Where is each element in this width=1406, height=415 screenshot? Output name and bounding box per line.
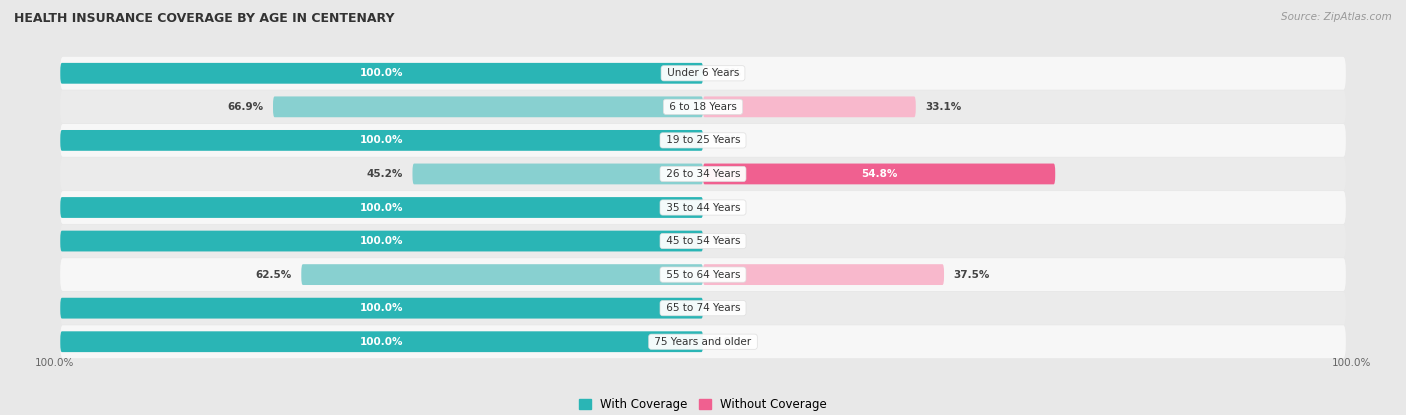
Text: 55 to 64 Years: 55 to 64 Years [662, 270, 744, 280]
Text: 37.5%: 37.5% [953, 270, 990, 280]
Text: 100.0%: 100.0% [360, 236, 404, 246]
Text: 45 to 54 Years: 45 to 54 Years [662, 236, 744, 246]
FancyBboxPatch shape [273, 96, 703, 117]
FancyBboxPatch shape [60, 124, 1346, 157]
FancyBboxPatch shape [60, 63, 703, 84]
Text: 100.0%: 100.0% [35, 357, 75, 368]
Text: 0.0%: 0.0% [713, 337, 741, 347]
FancyBboxPatch shape [60, 225, 1346, 257]
Text: 0.0%: 0.0% [713, 236, 741, 246]
Text: 54.8%: 54.8% [860, 169, 897, 179]
Text: 100.0%: 100.0% [360, 303, 404, 313]
Text: 33.1%: 33.1% [925, 102, 962, 112]
FancyBboxPatch shape [60, 90, 1346, 123]
Text: 35 to 44 Years: 35 to 44 Years [662, 203, 744, 212]
Text: 0.0%: 0.0% [713, 135, 741, 145]
Text: HEALTH INSURANCE COVERAGE BY AGE IN CENTENARY: HEALTH INSURANCE COVERAGE BY AGE IN CENT… [14, 12, 395, 25]
Text: 26 to 34 Years: 26 to 34 Years [662, 169, 744, 179]
FancyBboxPatch shape [301, 264, 703, 285]
Text: 0.0%: 0.0% [713, 68, 741, 78]
Text: 66.9%: 66.9% [228, 102, 263, 112]
Text: 100.0%: 100.0% [1331, 357, 1371, 368]
Text: 100.0%: 100.0% [360, 135, 404, 145]
FancyBboxPatch shape [60, 231, 703, 251]
FancyBboxPatch shape [60, 191, 1346, 224]
Text: 65 to 74 Years: 65 to 74 Years [662, 303, 744, 313]
Text: 100.0%: 100.0% [360, 337, 404, 347]
Text: 45.2%: 45.2% [367, 169, 404, 179]
Text: Under 6 Years: Under 6 Years [664, 68, 742, 78]
Text: 75 Years and older: 75 Years and older [651, 337, 755, 347]
Text: 62.5%: 62.5% [256, 270, 291, 280]
FancyBboxPatch shape [60, 331, 703, 352]
Text: 100.0%: 100.0% [360, 203, 404, 212]
FancyBboxPatch shape [60, 258, 1346, 291]
FancyBboxPatch shape [412, 164, 703, 184]
FancyBboxPatch shape [60, 292, 1346, 325]
FancyBboxPatch shape [703, 264, 943, 285]
Text: 100.0%: 100.0% [360, 68, 404, 78]
Text: 6 to 18 Years: 6 to 18 Years [666, 102, 740, 112]
Text: 19 to 25 Years: 19 to 25 Years [662, 135, 744, 145]
FancyBboxPatch shape [60, 158, 1346, 190]
Legend: With Coverage, Without Coverage: With Coverage, Without Coverage [574, 393, 832, 415]
Text: 0.0%: 0.0% [713, 303, 741, 313]
FancyBboxPatch shape [60, 57, 1346, 90]
FancyBboxPatch shape [703, 96, 915, 117]
FancyBboxPatch shape [60, 325, 1346, 358]
FancyBboxPatch shape [60, 298, 703, 319]
FancyBboxPatch shape [60, 197, 703, 218]
Text: 0.0%: 0.0% [713, 203, 741, 212]
FancyBboxPatch shape [60, 130, 703, 151]
Text: Source: ZipAtlas.com: Source: ZipAtlas.com [1281, 12, 1392, 22]
FancyBboxPatch shape [703, 164, 1056, 184]
